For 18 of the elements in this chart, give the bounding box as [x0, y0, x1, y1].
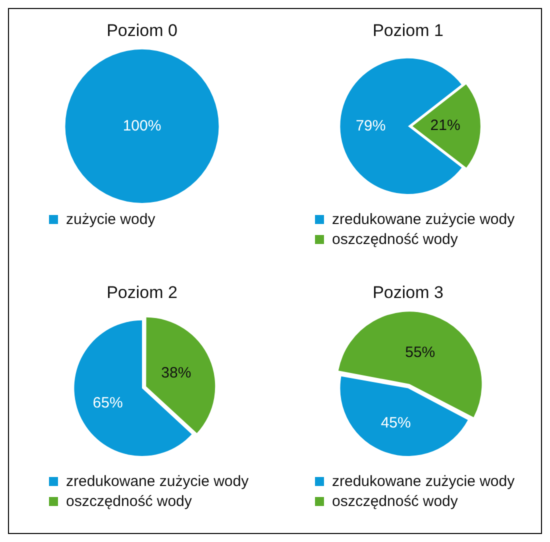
data-label: 65% [92, 394, 123, 412]
legend-label: zredukowane zużycie wody [332, 210, 515, 228]
legend-label: oszczędność wody [332, 492, 458, 510]
legend-label: zużycie wody [66, 210, 156, 228]
chart-title: Poziom 2 [106, 282, 178, 302]
chart-title: Poziom 1 [372, 20, 444, 40]
chart-title: Poziom 0 [106, 20, 178, 40]
legend-label: oszczędność wody [66, 492, 192, 510]
legend-label: oszczędność wody [332, 230, 458, 248]
data-label: 38% [161, 364, 192, 382]
chart-title: Poziom 3 [372, 282, 444, 302]
data-label: 79% [356, 117, 386, 134]
data-label: 100% [122, 117, 162, 134]
legend-label: zredukowane zużycie wody [66, 472, 249, 490]
data-label: 45% [380, 414, 411, 432]
legend-label: zredukowane zużycie wody [332, 472, 515, 490]
data-label: 55% [405, 344, 436, 362]
data-label: 21% [430, 117, 460, 134]
